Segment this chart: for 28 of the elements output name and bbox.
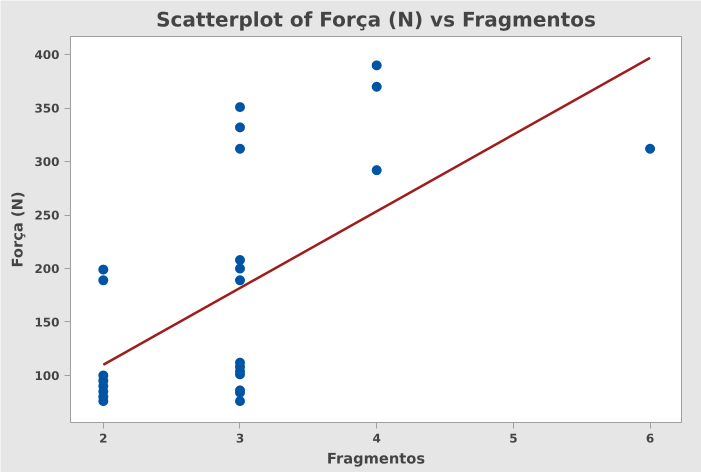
x-axis-title: Fragmentos <box>326 450 426 468</box>
point <box>372 165 382 176</box>
y-tick-label: 100 <box>34 368 60 383</box>
y-tick-label: 300 <box>34 155 60 170</box>
x-tick-label: 4 <box>372 432 381 446</box>
point <box>234 396 245 406</box>
x-tick-label: 5 <box>509 432 518 446</box>
x-tick-label: 6 <box>646 432 654 446</box>
y-tick-label: 150 <box>34 315 60 330</box>
y-tick-label: 250 <box>34 208 60 223</box>
point <box>234 144 245 154</box>
chart-title: Scatterplot of Força (N) vs Fragmentos <box>156 8 596 32</box>
point <box>98 264 108 275</box>
y-tick-label: 350 <box>34 102 60 116</box>
y-axis-title: Força (N) <box>9 191 26 268</box>
point <box>372 82 382 92</box>
x-tick-label: 3 <box>236 432 244 446</box>
point <box>234 275 245 286</box>
y-tick-label: 400 <box>34 48 60 62</box>
x-tick-label: 2 <box>99 432 108 446</box>
point <box>234 102 245 112</box>
point <box>372 60 382 70</box>
point <box>234 254 245 265</box>
point <box>98 275 108 286</box>
point <box>234 264 245 274</box>
point <box>234 122 245 132</box>
y-tick-label: 200 <box>34 262 60 276</box>
point <box>645 144 656 154</box>
